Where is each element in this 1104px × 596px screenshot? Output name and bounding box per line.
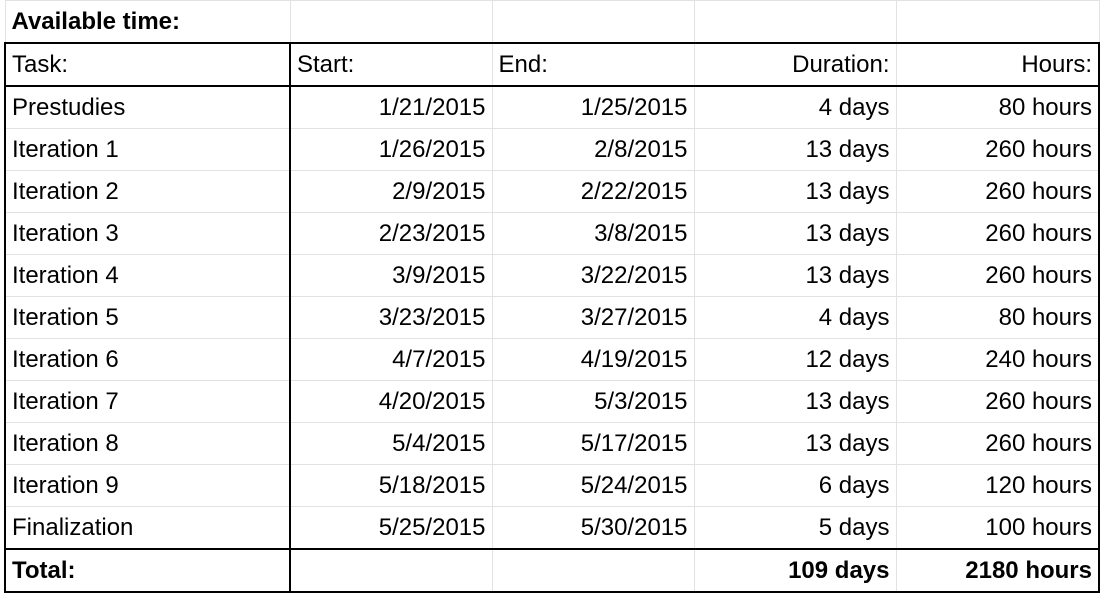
table-row: Iteration 3 2/23/2015 3/8/2015 13 days 2… [4,212,1100,255]
end-cell[interactable]: 5/30/2015 [491,506,695,550]
header-task-cell[interactable]: Task: [4,42,291,87]
duration-cell[interactable]: 13 days [693,254,897,297]
duration-cell[interactable]: 12 days [693,338,897,381]
duration-cell[interactable]: 4 days [693,85,897,129]
duration-cell[interactable]: 13 days [693,170,897,213]
task-cell[interactable]: Iteration 7 [4,380,291,423]
end-cell[interactable]: 1/25/2015 [491,85,695,129]
start-cell[interactable]: 4/20/2015 [289,380,493,423]
start-cell[interactable]: 3/9/2015 [289,254,493,297]
end-cell[interactable]: 5/17/2015 [491,422,695,465]
duration-cell[interactable]: 13 days [693,212,897,255]
end-cell[interactable]: 3/27/2015 [491,296,695,339]
task-cell[interactable]: Iteration 2 [4,170,291,213]
empty-cell[interactable] [289,0,493,44]
hours-cell[interactable]: 260 hours [895,422,1100,465]
hours-cell[interactable]: 100 hours [895,506,1100,550]
table-row: Iteration 1 1/26/2015 2/8/2015 13 days 2… [4,128,1100,171]
task-cell[interactable]: Iteration 3 [4,212,291,255]
start-cell[interactable]: 2/23/2015 [289,212,493,255]
end-cell[interactable]: 5/3/2015 [491,380,695,423]
end-cell[interactable]: 3/8/2015 [491,212,695,255]
table-row: Iteration 8 5/4/2015 5/17/2015 13 days 2… [4,422,1100,465]
header-duration-cell[interactable]: Duration: [693,42,897,87]
task-cell[interactable]: Finalization [4,506,291,550]
start-cell[interactable]: 2/9/2015 [289,170,493,213]
table-row: Finalization 5/25/2015 5/30/2015 5 days … [4,506,1100,550]
hours-cell[interactable]: 260 hours [895,254,1100,297]
header-end-cell[interactable]: End: [491,42,695,87]
duration-cell[interactable]: 13 days [693,380,897,423]
hours-cell[interactable]: 240 hours [895,338,1100,381]
table-row: Iteration 2 2/9/2015 2/22/2015 13 days 2… [4,170,1100,213]
header-hours-cell[interactable]: Hours: [895,42,1100,87]
duration-cell[interactable]: 4 days [693,296,897,339]
start-cell[interactable]: 5/25/2015 [289,506,493,550]
table-row: Iteration 7 4/20/2015 5/3/2015 13 days 2… [4,380,1100,423]
duration-cell[interactable]: 5 days [693,506,897,550]
end-cell[interactable]: 5/24/2015 [491,464,695,507]
end-cell[interactable]: 4/19/2015 [491,338,695,381]
task-cell[interactable]: Iteration 8 [4,422,291,465]
total-duration-cell[interactable]: 109 days [693,548,897,593]
task-cell[interactable]: Iteration 9 [4,464,291,507]
empty-cell[interactable] [693,0,897,44]
start-cell[interactable]: 5/4/2015 [289,422,493,465]
duration-cell[interactable]: 13 days [693,422,897,465]
start-cell[interactable]: 1/26/2015 [289,128,493,171]
hours-cell[interactable]: 260 hours [895,212,1100,255]
table-row: Iteration 4 3/9/2015 3/22/2015 13 days 2… [4,254,1100,297]
start-cell[interactable]: 3/23/2015 [289,296,493,339]
table-row: Iteration 9 5/18/2015 5/24/2015 6 days 1… [4,464,1100,507]
total-hours-cell[interactable]: 2180 hours [895,548,1100,593]
task-cell[interactable]: Iteration 5 [4,296,291,339]
start-cell[interactable]: 5/18/2015 [289,464,493,507]
task-cell[interactable]: Iteration 1 [4,128,291,171]
duration-cell[interactable]: 6 days [693,464,897,507]
empty-cell[interactable] [491,0,695,44]
duration-cell[interactable]: 13 days [693,128,897,171]
task-cell[interactable]: Prestudies [4,85,291,129]
sheet-title-cell[interactable]: Available time: [4,0,291,44]
header-row: Task: Start: End: Duration: Hours: [4,42,1100,87]
hours-cell[interactable]: 260 hours [895,170,1100,213]
end-cell[interactable]: 2/8/2015 [491,128,695,171]
hours-cell[interactable]: 80 hours [895,85,1100,129]
start-cell[interactable]: 4/7/2015 [289,338,493,381]
task-cell[interactable]: Iteration 6 [4,338,291,381]
start-cell[interactable]: 1/21/2015 [289,85,493,129]
total-row: Total: 109 days 2180 hours [4,548,1100,593]
table-row: Iteration 6 4/7/2015 4/19/2015 12 days 2… [4,338,1100,381]
task-cell[interactable]: Iteration 4 [4,254,291,297]
header-start-cell[interactable]: Start: [289,42,493,87]
total-label-cell[interactable]: Total: [4,548,291,593]
end-cell[interactable]: 3/22/2015 [491,254,695,297]
table-row: Prestudies 1/21/2015 1/25/2015 4 days 80… [4,85,1100,129]
empty-cell[interactable] [895,0,1100,44]
hours-cell[interactable]: 260 hours [895,128,1100,171]
end-cell[interactable]: 2/22/2015 [491,170,695,213]
total-end-cell[interactable] [491,548,695,593]
hours-cell[interactable]: 120 hours [895,464,1100,507]
hours-cell[interactable]: 80 hours [895,296,1100,339]
title-row: Available time: [4,0,1100,44]
total-start-cell[interactable] [289,548,493,593]
available-time-table: Available time: Task: Start: End: Durati… [4,0,1100,593]
hours-cell[interactable]: 260 hours [895,380,1100,423]
table-row: Iteration 5 3/23/2015 3/27/2015 4 days 8… [4,296,1100,339]
